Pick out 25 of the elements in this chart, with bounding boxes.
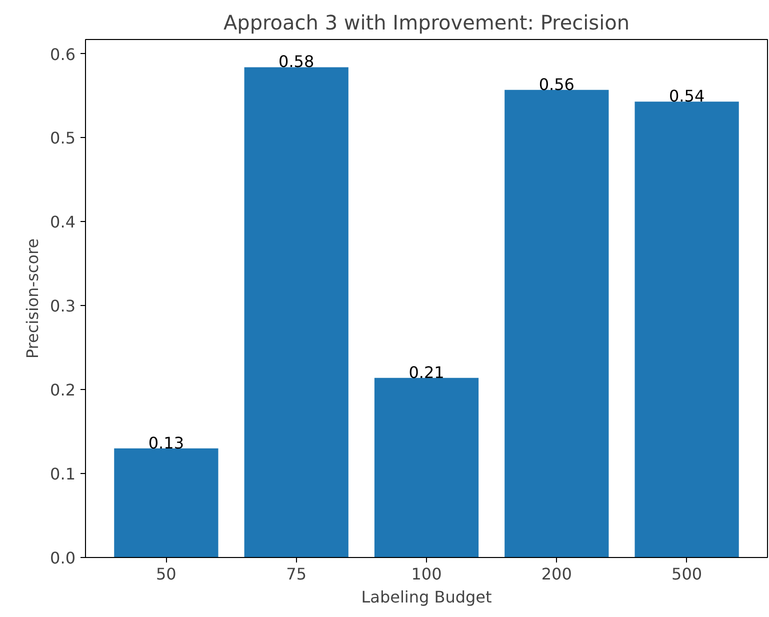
data-label: 0.58: [278, 52, 314, 72]
chart-title: Approach 3 with Improvement: Precision: [223, 10, 630, 34]
x-tick-label: 100: [411, 564, 442, 584]
data-label: 0.13: [148, 433, 184, 452]
x-axis-title: Labeling Budget: [361, 588, 492, 606]
data-label: 0.21: [408, 362, 444, 382]
data-label: 0.56: [538, 74, 574, 94]
x-tick-label: 500: [672, 564, 702, 584]
x-tick-label: 75: [286, 564, 307, 584]
y-tick-label: 0.5: [50, 128, 76, 148]
x-tick-label: 200: [541, 564, 572, 584]
y-tick-label: 0.6: [50, 44, 76, 64]
bar: [374, 378, 479, 558]
bar: [504, 90, 609, 558]
y-tick-label: 0.1: [50, 464, 76, 484]
bar: [114, 448, 218, 558]
y-tick-label: 0.3: [50, 296, 76, 316]
y-tick-label: 0.4: [50, 212, 76, 232]
bar: [634, 102, 739, 558]
y-axis-title: Precision-score: [23, 238, 42, 359]
x-tick-label: 50: [156, 564, 176, 584]
bar: [244, 67, 348, 558]
y-tick-label: 0.0: [50, 548, 76, 568]
data-label: 0.54: [668, 86, 705, 106]
y-tick-label: 0.2: [50, 380, 76, 400]
